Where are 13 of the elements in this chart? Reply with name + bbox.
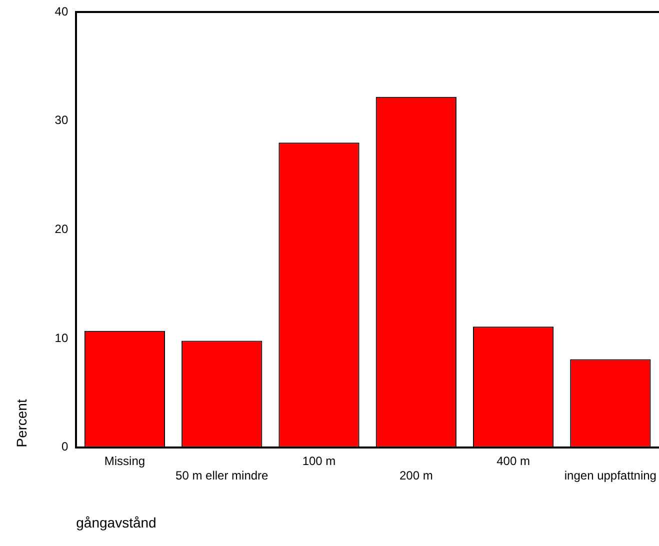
- x-axis-title: gångavstånd: [76, 514, 156, 530]
- x-tick-label: 200 m: [399, 468, 433, 482]
- y-tick-label: 40: [54, 4, 68, 18]
- y-tick-label: 30: [54, 113, 68, 128]
- x-tick-label: 400 m: [496, 454, 530, 468]
- y-tick-label: 20: [54, 222, 68, 236]
- x-tick-label: 50 m eller mindre: [176, 468, 269, 482]
- y-tick-label: 0: [61, 440, 68, 454]
- x-tick-label: ingen uppfattning: [564, 468, 656, 482]
- y-axis-title: Percent: [13, 399, 30, 448]
- x-tick-label: 100 m: [302, 454, 336, 468]
- x-tick-label: Missing: [104, 454, 146, 468]
- y-tick-label: 10: [54, 330, 68, 345]
